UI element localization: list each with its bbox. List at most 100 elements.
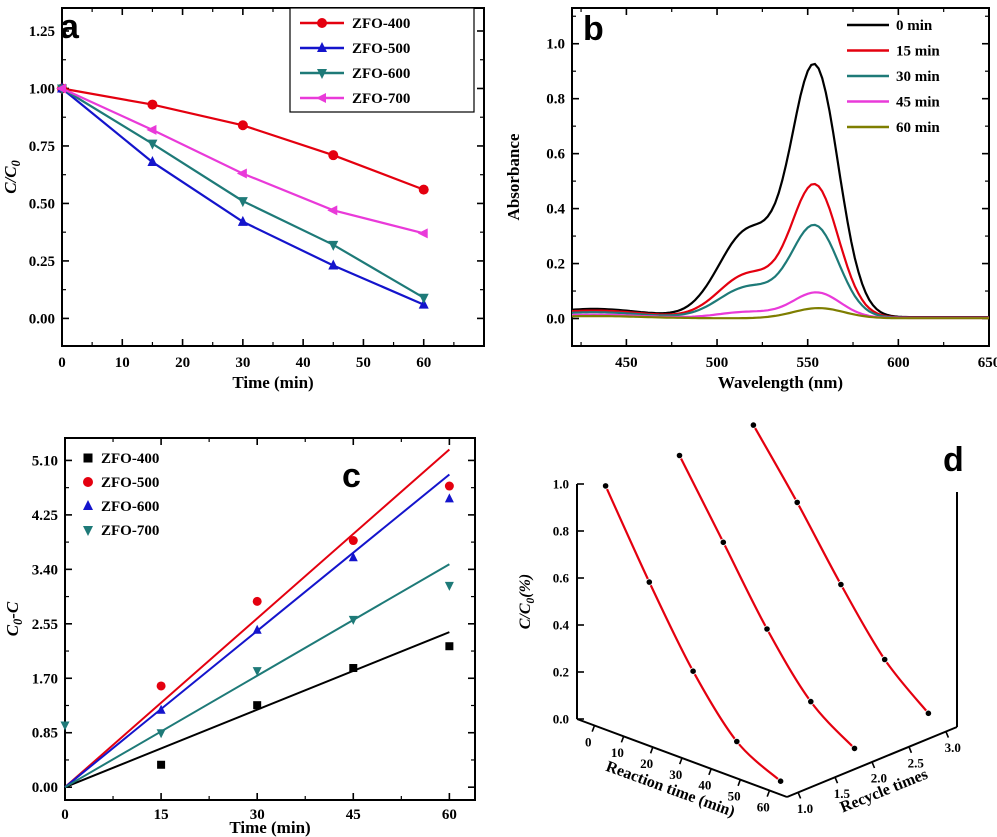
data-point [645,578,653,586]
decay-curve-run-2 [678,455,856,750]
marker-triangle-up [348,552,358,562]
marker-triangle-left [236,168,247,179]
marker-circle [147,99,158,110]
data-series [56,82,429,309]
legend-label: ZFO-700 [352,91,410,107]
legend: ZFO-400 ZFO-500 ZFO-600 ZFO-700 [83,451,159,539]
x-tick-label: 500 [706,355,729,371]
marker-triangle-down [83,526,93,536]
y-tick-label: 0.4 [546,202,565,218]
legend-label: ZFO-500 [101,475,159,491]
legend-label: 0 min [896,18,933,34]
y-tick-label: 1.0 [546,37,565,53]
legend-label: 30 min [896,69,940,85]
x-axis-label: Time (min) [232,373,313,392]
marker-triangle-left [316,93,326,103]
marker-triangle-down [444,581,454,591]
chart-d-svg: 0 10 20 30 40 50 60 1.0 1.5 2.0 2.5 3.0 0.0 0.2 0.4 0.6… [517,421,961,821]
marker-triangle-up [147,156,158,167]
z-tick-label-3d: 0.2 [553,665,569,680]
marker-triangle-left [327,205,338,216]
y-tick-label: 1.70 [32,671,58,687]
chart-a-svg: 0 10 20 30 40 50 60 0.00 0.25 0.50 0.75 1.00 1.25 Tim… [1,7,485,392]
marker-triangle-down [317,69,327,79]
marker-triangle-up [83,500,93,510]
data-point [924,709,932,717]
legend-label: ZFO-700 [101,523,159,539]
y-tick-label: 0.00 [32,780,58,796]
panel-d-letter: d [943,441,964,479]
panel-d-recycle-3d-chart: 0 10 20 30 40 50 60 1.0 1.5 2.0 2.5 3.0 0.0 0.2 0.4 0.6… [497,419,997,837]
data-point [776,777,785,785]
x-tick-label: 550 [796,355,819,371]
y-tick-label-3d: 2.5 [908,755,925,770]
legend-label: 45 min [896,95,940,111]
marker-triangle-down [156,729,166,739]
marker-triangle-left [146,124,157,135]
marker-circle [348,536,358,546]
series-30-min [571,223,989,319]
y-tick-label: 0.8 [546,92,565,108]
data-series [60,448,454,789]
legend-label: 15 min [896,44,940,60]
marker-triangle-down [328,240,339,251]
legend-label: ZFO-600 [101,499,159,515]
z-tick-label-3d: 1.0 [553,477,569,492]
x-tick-label-3d: 50 [728,789,741,804]
marker-triangle-up [252,624,262,634]
data-point [719,538,727,546]
series-ZFO-500 [57,82,429,309]
series-ZFO-600 [57,84,429,304]
x-tick-label-3d: 30 [669,767,682,782]
x-tick-label: 30 [250,807,265,823]
x-tick-label-3d: 20 [640,756,653,771]
y-axis-label: Absorbance [504,133,523,220]
x-axis-label: Wavelength (nm) [718,373,843,392]
z-axis-label: C/C0(%) [517,574,537,630]
marker-circle [237,120,248,131]
x-tick-label: 60 [416,355,431,371]
x-tick-label-3d: 0 [585,734,592,749]
panel-a-degradation-chart: 0 10 20 30 40 50 60 0.00 0.25 0.50 0.75 1.00 1.25 Tim… [0,0,500,418]
y-tick-label-3d: 3.0 [945,740,961,755]
y-tick-label-3d: 1.5 [834,786,851,801]
x-tick-label: 30 [235,355,250,371]
marker-circle [156,681,166,691]
x-tick-label: 50 [356,355,371,371]
recycle-runs [602,421,932,785]
legend-label: ZFO-400 [352,16,410,32]
marker-circle [328,150,339,161]
y-axis-label: C0-C [3,601,25,636]
marker-triangle-up [444,493,454,503]
marker-triangle-down [348,615,358,625]
marker-square [83,453,93,463]
marker-triangle-up [328,259,339,270]
y-tick-label: 4.25 [32,508,58,524]
marker-triangle-left [56,83,66,94]
axes-frame: 450 500 550 600 650 0.0 0.2 0.4 0.6 0.8 1.0 [546,7,997,371]
series-ZFO-700 [60,563,454,789]
data-point [763,625,771,633]
y-tick-label: 0.6 [546,147,565,163]
data-point [793,498,801,507]
marker-square [157,760,166,769]
x-tick-label-3d: 10 [611,745,624,760]
marker-triangle-down [418,293,429,304]
y-tick-label: 1.00 [29,81,55,97]
x-tick-label: 0 [61,807,69,823]
x-axis-label: Time (min) [229,818,310,837]
data-series [571,62,989,320]
data-point [675,451,684,460]
marker-triangle-up [317,42,327,52]
y-tick-label: 2.55 [32,617,58,633]
data-point [749,421,757,429]
marker-triangle-down [237,197,248,208]
y-tick-label: 3.40 [32,562,58,578]
panel-c-letter: c [342,457,361,495]
y-tick-label: 0.85 [32,726,58,742]
decay-curve-run-3 [752,424,930,714]
x-tick-label-3d: 60 [757,799,770,814]
y-tick-label: 5.10 [32,453,58,469]
y-axis-label: C/C0 [1,160,23,194]
